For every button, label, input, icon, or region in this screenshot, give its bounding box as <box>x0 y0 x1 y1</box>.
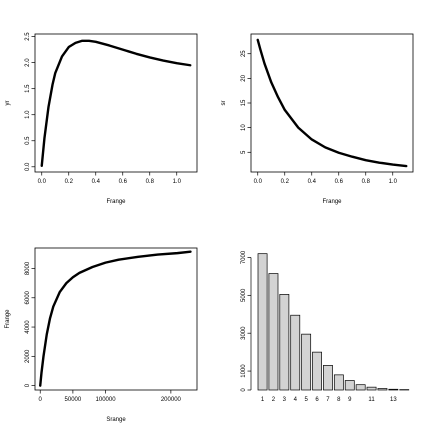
x-axis-label: Frange <box>106 199 126 205</box>
x-tick-label: 1.0 <box>173 179 182 185</box>
y-tick-label: 3000 <box>241 326 247 340</box>
x-tick-label: 100000 <box>96 397 117 403</box>
x-tick-label: 50000 <box>65 397 82 403</box>
y-tick-label: 5 <box>241 150 247 154</box>
y-tick-label: 1.0 <box>25 110 31 119</box>
panel-top-right: 0.0 0.2 0.4 0.6 0.8 1.0 5 10 15 20 25 Frange sr <box>221 33 414 205</box>
y-tick-label: 0.5 <box>25 136 31 145</box>
bar <box>257 253 268 391</box>
x-tick-label: 0.4 <box>92 179 101 185</box>
series-line <box>39 250 192 387</box>
x-tick-label: 0.4 <box>308 179 317 185</box>
y-tick-label: 20 <box>241 74 247 81</box>
bar <box>355 384 366 391</box>
y-tick-label: 6000 <box>25 290 31 304</box>
bar-category-label: 3 <box>283 397 287 403</box>
x-tick-label: 1.0 <box>389 179 398 185</box>
x-tick-label: 0.6 <box>335 179 344 185</box>
y-tick-label: 7000 <box>241 250 247 264</box>
y-tick-label: 0.0 <box>25 162 31 171</box>
y-tick-label: 2000 <box>25 349 31 363</box>
bar <box>323 365 333 391</box>
x-tick-label: 0.0 <box>38 179 47 185</box>
bar <box>301 333 312 391</box>
panel-bottom-left: 0 50000 100000 200000 0 2000 4000 6000 8000 Srang… <box>5 247 198 423</box>
y-tick-label: 0 <box>241 388 247 392</box>
x-tick-label: 0 <box>39 397 43 403</box>
y-tick-label: 5000 <box>241 288 247 302</box>
x-tick-label: 0.2 <box>65 179 74 185</box>
x-tick-label: 0.8 <box>362 179 371 185</box>
bar-category-label: 5 <box>304 397 308 403</box>
y-axis-label: Frange <box>5 309 11 329</box>
y-tick-label: 25 <box>241 50 247 57</box>
x-tick-label: 0.0 <box>254 179 263 185</box>
panel-bottom-right: 0 1000 3000 5000 7000 1 2 3 4 5 6 7 8 9 11 13 <box>241 250 410 403</box>
y-tick-label: 2.0 <box>25 58 31 67</box>
x-axis-label: Frange <box>322 199 342 205</box>
y-axis-label: sr <box>221 101 227 106</box>
x-axis-label: Srange <box>106 417 126 423</box>
x-tick-label: 0.6 <box>119 179 128 185</box>
y-tick-label: 15 <box>241 99 247 106</box>
bar <box>366 386 377 391</box>
series-line <box>256 38 408 168</box>
series-line <box>40 39 192 167</box>
plot-frame <box>34 247 198 391</box>
y-tick-label: 4000 <box>25 320 31 334</box>
bar <box>279 294 290 391</box>
bar-category-label: 8 <box>337 397 341 403</box>
x-tick-label: 200000 <box>161 397 182 403</box>
bar <box>333 374 344 391</box>
bar-category-label: 9 <box>348 397 352 403</box>
bar-category-label: 4 <box>294 397 298 403</box>
y-tick-label: 1.5 <box>25 84 31 93</box>
panel-top-left: 0.0 0.2 0.4 0.6 0.8 1.0 0.0 0.5 1.0 1.5 2.0 2.5 Fran… <box>5 32 198 205</box>
y-tick-label: 0 <box>25 383 31 387</box>
bar <box>388 388 399 391</box>
y-axis-label: yr <box>5 101 11 106</box>
bar <box>268 273 279 391</box>
y-tick-label: 2.5 <box>25 32 31 41</box>
y-tick-label: 10 <box>241 124 247 131</box>
bar-category-label: 7 <box>326 397 330 403</box>
bar <box>377 388 388 391</box>
bar-category-label: 6 <box>315 397 319 403</box>
bar-category-label: 1 <box>261 397 265 403</box>
bar-category-label: 11 <box>368 397 375 403</box>
x-tick-label: 0.8 <box>146 179 155 185</box>
bar <box>290 314 301 391</box>
plot-frame <box>34 33 198 173</box>
bar-category-label: 2 <box>272 397 276 403</box>
bar <box>312 351 322 391</box>
bar <box>344 380 355 391</box>
x-tick-label: 0.2 <box>281 179 290 185</box>
y-tick-label: 8000 <box>25 261 31 275</box>
y-tick-label: 1000 <box>241 364 247 378</box>
bar-category-label: 13 <box>390 397 397 403</box>
